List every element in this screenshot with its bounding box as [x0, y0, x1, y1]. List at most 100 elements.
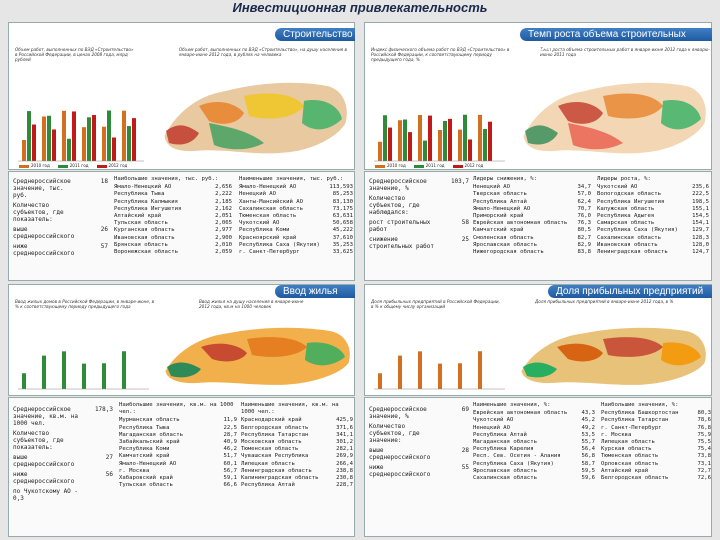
stat-value: 58 — [461, 219, 469, 226]
construction-stats: Среднероссийское значение, тыс. руб. 18 Ко… — [13, 178, 108, 260]
region-name: Курская область — [601, 446, 652, 453]
region-value: 124,7 — [692, 249, 709, 256]
bar-mark — [42, 355, 46, 389]
region-value: 80,5 — [577, 227, 591, 234]
region-name: Республика Адыгея — [597, 213, 655, 220]
stat-item: ниже среднероссийского 57 — [13, 243, 108, 257]
region-value: 82,7 — [577, 234, 591, 241]
profitable-min-row: Орловская область 73,1 — [601, 461, 711, 468]
growth-rise-row: Вологодская область 222,5 — [597, 191, 709, 198]
growth-fall-row: Тверская область 57,0 — [473, 191, 591, 198]
bar-mark — [27, 111, 31, 161]
bar-mark — [383, 115, 387, 161]
bar-mark — [22, 140, 26, 161]
bar-mark — [438, 363, 442, 389]
housing-stats: Среднероссийское значение, кв.м. на 1000… — [13, 406, 113, 505]
profitable-band: Доля прибыльных предприятий — [548, 285, 712, 298]
region-value: 73,175 — [332, 205, 353, 212]
region-value: 222,5 — [692, 191, 709, 198]
housing-panel: Ввод жилых домов в Российской Федерации,… — [8, 284, 355, 396]
stat-item: ниже среднероссийского 56 — [13, 471, 113, 485]
growth-fall-list: Лидеры снижения, %: Ненецкий АО 34,7 Тверс… — [473, 176, 591, 256]
stat-label: Среднероссийское значение, % — [369, 406, 427, 420]
stat-label: по Чукотскому АО - 0,3 — [13, 488, 79, 502]
profitable-max-row: Чукотский АО 45,2 — [473, 417, 595, 424]
growth-band: Темп роста объема строительных работ — [520, 28, 712, 53]
stat-label: Количество субъектов, где значение: — [369, 423, 420, 444]
construction-max-row: Ивановская область 2,900 — [114, 235, 232, 242]
region-name: Ненецкий АО — [473, 184, 511, 191]
region-value: 78,6 — [697, 417, 711, 424]
bar-mark — [468, 139, 472, 161]
region-value: 40,9 — [223, 439, 237, 446]
region-value: 128,3 — [692, 234, 709, 241]
region-name: Республика Башкортостан — [601, 410, 679, 417]
growth-rise-row: Республика Ингушетия 198,5 — [597, 199, 709, 206]
construction-min-row: Ямало-Ненецкий АО 113,593 — [239, 184, 353, 191]
region-value: 238,8 — [336, 467, 353, 474]
region-value: 55,7 — [581, 439, 595, 446]
region-name: Воронежская область — [114, 249, 178, 256]
bar-mark — [418, 351, 422, 389]
region-name: Республика Алтай — [473, 431, 527, 438]
bar-mark — [443, 120, 447, 161]
region-name: Ненецкий АО — [473, 424, 511, 431]
region-name: Краснодарский край — [241, 417, 302, 424]
stat-label: рост строительных работ — [369, 219, 431, 233]
growth-rise-row: Чукотский АО 235,6 — [597, 184, 709, 191]
region-name: Респ. Сев. Осетия - Алания — [473, 453, 561, 460]
profitable-min-row: Республика Татарстан 78,6 — [601, 417, 711, 424]
bar-mark — [32, 124, 36, 161]
housing-map — [164, 327, 351, 386]
profitable-max-row: Сахалинская область 59,6 — [473, 475, 595, 482]
region-name: Сахалинская область — [597, 234, 661, 241]
region-name: Ярославская область — [473, 241, 537, 248]
construction-legend: 2010 год 2011 год 2012 год — [19, 163, 127, 168]
growth-rise-list: Лидеры роста, %: Чукотский АО 235,6 Волого… — [597, 176, 709, 256]
legend-2011: 2011 год — [413, 163, 445, 168]
region-name: Ивановская область — [597, 241, 658, 248]
construction-min-row: Тюменская область 63,631 — [239, 213, 353, 220]
stat-item: Количество субъектов, где значение: — [369, 423, 469, 444]
region-value: 72,7 — [697, 467, 711, 474]
region-name: Орловская область — [601, 460, 659, 467]
growth-stats: Среднероссийское значение, % 103,7 Количес… — [369, 178, 469, 253]
stat-label: Среднероссийское значение, % — [369, 178, 427, 192]
legend-2012: 2012 год — [452, 163, 483, 168]
housing-min-row: Республика Алтай 228,7 — [241, 482, 353, 489]
housing-max-row: Забайкальский край 40,9 — [119, 439, 237, 446]
bar-mark — [403, 119, 407, 161]
region-name: Самарская область — [597, 220, 655, 227]
growth-fall-row: Приморский край 76,0 — [473, 213, 591, 220]
bar-mark — [22, 373, 26, 389]
region-name: Тюменская область — [239, 213, 297, 220]
region-name: Республика Тыва — [119, 424, 170, 431]
region-name: Еврейская автономная область — [473, 410, 568, 417]
region-name: Республика Саха (Якутия) — [473, 460, 554, 467]
housing-min-row: Московская область 301,2 — [241, 439, 353, 446]
bar-mark — [398, 355, 402, 389]
construction-max-row: Брянская область 2,010 — [114, 242, 232, 249]
construction-max-row: Алтайский край 2,051 — [114, 213, 232, 220]
region-name: Чукотский АО — [597, 184, 638, 191]
housing-max-list: Наибольшие значения, кв.м. на 1000 чел.:… — [119, 402, 237, 489]
region-value: 154,5 — [692, 213, 709, 220]
housing-chart — [18, 351, 149, 390]
profitable-min-head: Наибольшие значения, %: — [601, 402, 679, 408]
growth-panel: Индекс физического объема работ по ВЭД «… — [364, 22, 712, 170]
region-value: 129,7 — [692, 227, 709, 234]
region-value: 56,8 — [581, 453, 595, 460]
stat-item: Количество субъектов, где показатель: — [13, 202, 108, 223]
region-name: Тюменская область — [601, 453, 659, 460]
construction-min-row: Ханты-Мансийский АО 83,130 — [239, 199, 353, 206]
bar-mark — [388, 127, 392, 161]
region-value: 113,593 — [329, 184, 353, 191]
construction-max-head: Наибольшие значения, тыс. руб.: — [114, 176, 219, 182]
region-value: 33,625 — [332, 249, 353, 256]
region-value: 83,130 — [332, 198, 353, 205]
construction-min-row: Республика Саха (Якутия) 35,253 — [239, 242, 353, 249]
stat-label: Количество субъектов, где наблюдался: — [369, 195, 420, 216]
region-value: 73,8 — [697, 453, 711, 460]
region-name: Камчатский край — [119, 453, 170, 460]
construction-min-head: Наименьшие значения, тыс. руб.: — [239, 176, 344, 182]
